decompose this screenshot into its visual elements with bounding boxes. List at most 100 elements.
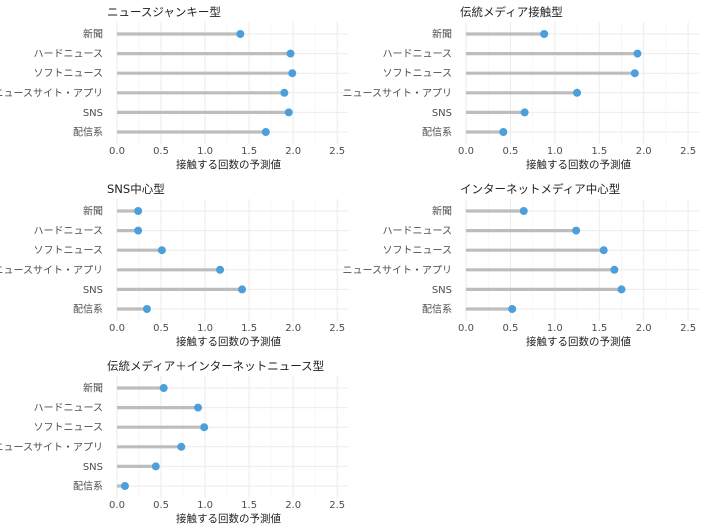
category-label: ハードニュース: [383, 49, 453, 60]
category-label: ソフトニュース: [383, 69, 453, 80]
x-tick-label: 1.0: [197, 146, 213, 157]
x-tick-label: 2.5: [329, 146, 345, 157]
lollipop-point-3: [200, 423, 209, 432]
category-label: ハードニュース: [34, 403, 104, 414]
x-tick-label: 0.0: [109, 500, 125, 511]
x-tick-label: 0.0: [458, 146, 474, 157]
lollipop-point-4: [610, 265, 619, 274]
x-tick-label: 2.0: [285, 323, 301, 334]
panel-title: インターネットメディア中心型: [460, 182, 620, 196]
lollipop-point-6: [508, 305, 517, 313]
lollipop-point-6: [261, 128, 270, 136]
x-axis-title: 接触する回数の予測値: [526, 335, 631, 348]
category-label: 配信系: [422, 127, 452, 139]
category-label: 新聞: [432, 205, 452, 218]
x-tick-label: 0.5: [153, 146, 169, 157]
x-tick-label: 0.0: [458, 323, 474, 334]
lollipop-point-2: [286, 49, 295, 58]
lollipop-point-6: [120, 482, 129, 490]
category-label: SNS: [83, 285, 103, 296]
x-axis-title: 接触する回数の予測値: [176, 335, 281, 348]
lollipop-point-1: [159, 384, 168, 392]
category-label: 配信系: [73, 304, 103, 316]
x-tick-label: 1.5: [241, 323, 257, 334]
lollipop-point-1: [519, 207, 528, 215]
category-label: ニュースサイト・アプリ: [0, 264, 103, 276]
lollipop-point-5: [238, 285, 247, 294]
x-tick-label: 1.5: [241, 146, 257, 157]
x-tick-label: 2.0: [636, 323, 652, 334]
category-label: ソフトニュース: [34, 246, 104, 257]
lollipop-point-4: [177, 442, 186, 451]
category-label: ニュースサイト・アプリ: [343, 87, 453, 99]
x-tick-label: 1.0: [547, 146, 563, 157]
category-label: ハードニュース: [383, 226, 453, 237]
x-axis-title: 接触する回数の予測値: [526, 158, 631, 171]
lollipop-point-6: [499, 128, 508, 136]
x-tick-label: 2.5: [680, 323, 696, 334]
lollipop-point-2: [134, 226, 143, 235]
lollipop-point-6: [142, 305, 151, 313]
panel-title: ニュースジャンキー型: [107, 5, 221, 19]
panel-4: インターネットメディア中心型新聞ハードニュースソフトニュースニュースサイト・アプ…: [343, 182, 699, 348]
lollipop-point-1: [540, 30, 549, 38]
x-axis-title: 接触する回数の予測値: [176, 158, 281, 171]
x-tick-label: 2.5: [680, 146, 696, 157]
lollipop-point-3: [630, 69, 639, 78]
lollipop-point-5: [520, 108, 529, 117]
category-label: ニュースサイト・アプリ: [0, 87, 103, 99]
lollipop-point-3: [157, 246, 166, 255]
x-tick-label: 2.0: [285, 500, 301, 511]
lollipop-point-3: [288, 69, 297, 78]
x-tick-label: 2.0: [285, 146, 301, 157]
category-label: 新聞: [432, 28, 452, 41]
x-tick-label: 0.5: [153, 500, 169, 511]
x-tick-label: 0.5: [502, 146, 518, 157]
x-tick-label: 2.0: [636, 146, 652, 157]
lollipop-point-1: [236, 30, 245, 38]
x-tick-label: 2.5: [329, 323, 345, 334]
category-label: 配信系: [73, 127, 103, 139]
category-label: ソフトニュース: [383, 246, 453, 257]
lollipop-point-5: [284, 108, 293, 117]
category-label: ソフトニュース: [34, 423, 104, 434]
lollipop-point-2: [572, 226, 581, 235]
category-label: SNS: [432, 108, 452, 119]
x-tick-label: 2.5: [329, 500, 345, 511]
category-label: 配信系: [422, 304, 452, 316]
x-tick-label: 1.0: [547, 323, 563, 334]
x-tick-label: 1.5: [241, 500, 257, 511]
x-tick-label: 1.5: [591, 146, 607, 157]
x-tick-label: 0.5: [153, 323, 169, 334]
lollipop-point-4: [280, 88, 289, 97]
category-label: 新聞: [83, 205, 103, 218]
lollipop-point-3: [599, 246, 608, 255]
panel-title: SNS中心型: [107, 182, 165, 196]
category-label: ハードニュース: [34, 49, 104, 60]
lollipop-point-5: [151, 462, 160, 471]
category-label: ニュースサイト・アプリ: [0, 441, 103, 453]
panel-title: 伝統メディア接触型: [460, 5, 563, 19]
lollipop-point-4: [216, 265, 225, 274]
x-axis-title: 接触する回数の予測値: [176, 512, 281, 525]
category-label: SNS: [83, 108, 103, 119]
lollipop-point-1: [134, 207, 143, 215]
x-tick-label: 0.5: [502, 323, 518, 334]
category-label: 新聞: [83, 382, 103, 395]
panel-5: 伝統メディア＋インターネットニュース型新聞ハードニュースソフトニュースニュースサ…: [0, 359, 348, 525]
x-tick-label: 1.0: [197, 323, 213, 334]
category-label: SNS: [83, 462, 103, 473]
category-label: ソフトニュース: [34, 69, 104, 80]
category-label: SNS: [432, 285, 452, 296]
category-label: ハードニュース: [34, 226, 104, 237]
category-label: 配信系: [73, 481, 103, 493]
lollipop-point-2: [633, 49, 642, 58]
x-tick-label: 1.0: [197, 500, 213, 511]
category-label: 新聞: [83, 28, 103, 41]
x-tick-label: 0.0: [109, 146, 125, 157]
panel-title: 伝統メディア＋インターネットニュース型: [107, 359, 324, 373]
